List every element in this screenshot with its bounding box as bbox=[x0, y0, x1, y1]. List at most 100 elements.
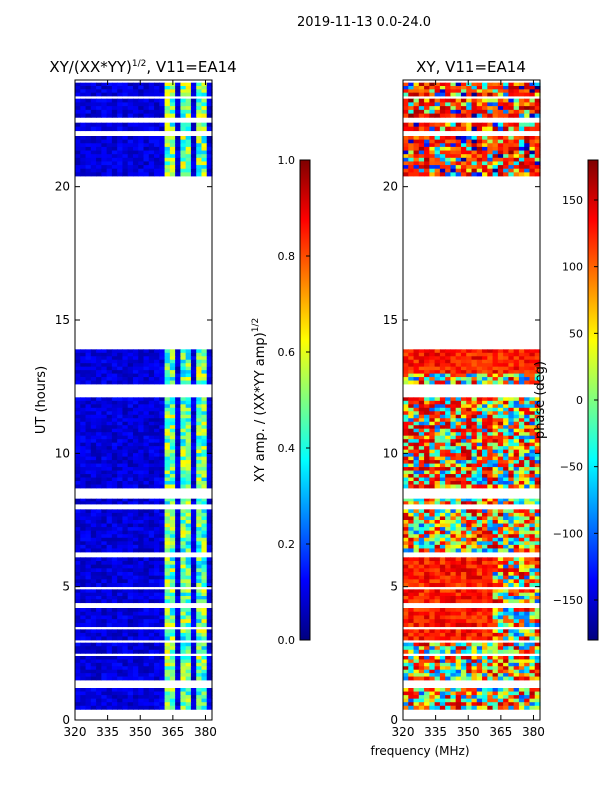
heatmap-cell bbox=[112, 443, 118, 447]
heatmap-cell bbox=[128, 520, 134, 524]
heatmap-cell bbox=[170, 485, 176, 489]
heatmap-cell bbox=[149, 425, 155, 429]
heatmap-cell bbox=[472, 589, 478, 593]
heatmap-cell bbox=[482, 450, 488, 454]
heatmap-cell bbox=[80, 516, 86, 520]
heatmap-cell bbox=[165, 702, 171, 706]
heatmap-cell bbox=[80, 589, 86, 593]
heatmap-cell bbox=[503, 612, 509, 616]
heatmap-cell bbox=[149, 411, 155, 415]
heatmap-cell bbox=[524, 612, 530, 616]
heatmap-cell bbox=[191, 99, 197, 103]
right-heatmap bbox=[403, 83, 541, 710]
heatmap-cell bbox=[524, 534, 530, 538]
heatmap-cell bbox=[450, 516, 456, 520]
heatmap-cell bbox=[180, 699, 186, 703]
heatmap-cell bbox=[191, 374, 197, 378]
heatmap-cell bbox=[186, 541, 192, 545]
heatmap-cell bbox=[508, 706, 514, 710]
heatmap-cell bbox=[138, 136, 144, 140]
heatmap-cell bbox=[144, 110, 150, 114]
heatmap-cell bbox=[138, 499, 144, 502]
heatmap-cell bbox=[186, 568, 192, 572]
heatmap-cell bbox=[408, 593, 414, 597]
heatmap-cell bbox=[196, 534, 202, 538]
heatmap-cell bbox=[482, 599, 488, 603]
heatmap-cell bbox=[144, 568, 150, 572]
heatmap-cell bbox=[419, 545, 425, 549]
heatmap-cell bbox=[440, 541, 446, 545]
heatmap-cell bbox=[159, 471, 165, 475]
heatmap-cell bbox=[419, 527, 425, 531]
heatmap-cell bbox=[180, 436, 186, 440]
heatmap-cell bbox=[96, 688, 102, 692]
heatmap-cell bbox=[201, 93, 207, 97]
heatmap-cell bbox=[86, 534, 92, 538]
heatmap-cell bbox=[450, 404, 456, 408]
heatmap-cell bbox=[196, 377, 202, 381]
heatmap-cell bbox=[101, 623, 107, 627]
heatmap-row bbox=[403, 688, 541, 692]
heatmap-cell bbox=[419, 643, 425, 647]
heatmap-cell bbox=[429, 404, 435, 408]
heatmap-cell bbox=[440, 478, 446, 482]
heatmap-cell bbox=[96, 629, 102, 633]
heatmap-cell bbox=[107, 415, 113, 419]
heatmap-cell bbox=[138, 106, 144, 110]
heatmap-cell bbox=[80, 439, 86, 443]
heatmap-cell bbox=[508, 545, 514, 549]
heatmap-cell bbox=[456, 623, 462, 627]
heatmap-cell bbox=[414, 695, 420, 699]
heatmap-cell bbox=[419, 513, 425, 517]
heatmap-cell bbox=[440, 702, 446, 706]
heatmap-cell bbox=[493, 534, 499, 538]
heatmap-cell bbox=[86, 415, 92, 419]
heatmap-cell bbox=[414, 524, 420, 528]
heatmap-cell bbox=[96, 561, 102, 565]
heatmap-cell bbox=[122, 169, 128, 173]
heatmap-row bbox=[403, 589, 541, 593]
heatmap-cell bbox=[466, 619, 472, 623]
heatmap-cell bbox=[144, 702, 150, 706]
heatmap-cell bbox=[128, 143, 134, 147]
heatmap-row bbox=[75, 143, 213, 147]
heatmap-cell bbox=[508, 646, 514, 650]
heatmap-cell bbox=[96, 636, 102, 640]
heatmap-cell bbox=[472, 397, 478, 401]
heatmap-cell bbox=[112, 650, 118, 654]
heatmap-cell bbox=[466, 568, 472, 572]
heatmap-cell bbox=[487, 408, 493, 412]
heatmap-cell bbox=[487, 636, 493, 640]
heatmap-cell bbox=[487, 501, 493, 504]
heatmap-cell bbox=[138, 699, 144, 703]
heatmap-cell bbox=[159, 453, 165, 457]
heatmap-cell bbox=[461, 565, 467, 569]
heatmap-cell bbox=[186, 670, 192, 674]
heatmap-cell bbox=[154, 557, 160, 561]
heatmap-row bbox=[403, 397, 541, 401]
heatmap-row bbox=[403, 538, 541, 542]
heatmap-cell bbox=[180, 520, 186, 524]
heatmap-cell bbox=[186, 401, 192, 405]
heatmap-cell bbox=[117, 356, 123, 360]
heatmap-cell bbox=[482, 557, 488, 561]
heatmap-cell bbox=[191, 623, 197, 627]
heatmap-cell bbox=[91, 397, 97, 401]
heatmap-cell bbox=[138, 541, 144, 545]
heatmap-cell bbox=[149, 464, 155, 468]
heatmap-cell bbox=[107, 377, 113, 381]
heatmap-cell bbox=[107, 422, 113, 426]
heatmap-cell bbox=[450, 650, 456, 654]
heatmap-cell bbox=[117, 453, 123, 457]
heatmap-cell bbox=[477, 464, 483, 468]
heatmap-cell bbox=[503, 404, 509, 408]
heatmap-cell bbox=[86, 485, 92, 489]
heatmap-cell bbox=[408, 513, 414, 517]
heatmap-cell bbox=[101, 374, 107, 378]
heatmap-cell bbox=[165, 548, 171, 552]
heatmap-cell bbox=[101, 169, 107, 173]
heatmap-cell bbox=[101, 83, 107, 87]
heatmap-cell bbox=[154, 102, 160, 106]
heatmap-cell bbox=[472, 643, 478, 647]
heatmap-cell bbox=[180, 702, 186, 706]
